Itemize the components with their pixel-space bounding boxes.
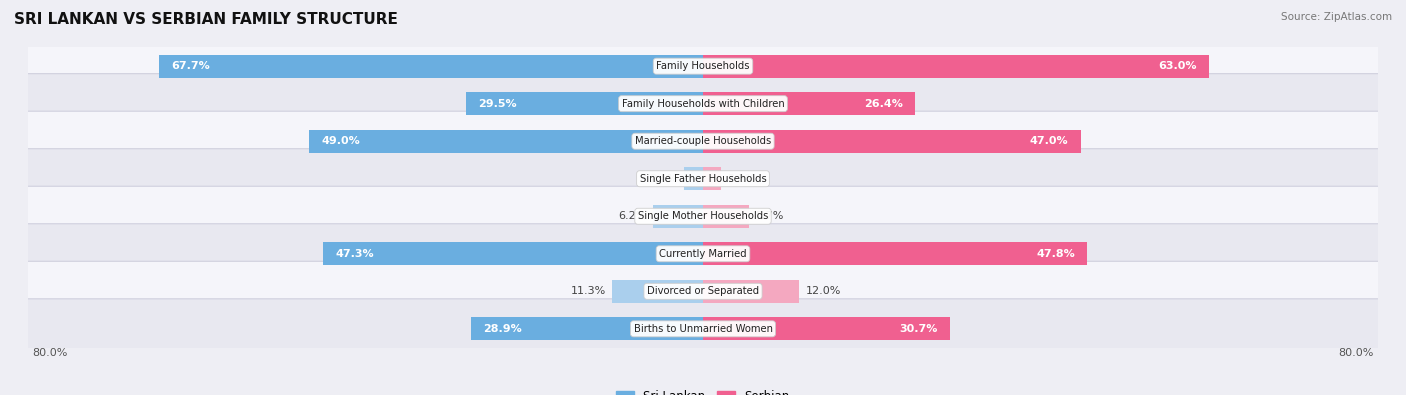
FancyBboxPatch shape	[18, 261, 1388, 322]
FancyBboxPatch shape	[18, 224, 1388, 284]
FancyBboxPatch shape	[18, 73, 1388, 134]
Text: Source: ZipAtlas.com: Source: ZipAtlas.com	[1281, 12, 1392, 22]
Text: 26.4%: 26.4%	[865, 99, 903, 109]
Text: 80.0%: 80.0%	[32, 348, 67, 357]
Text: Family Households with Children: Family Households with Children	[621, 99, 785, 109]
Bar	[309, 130, 703, 153]
Bar	[612, 280, 703, 303]
Text: 67.7%: 67.7%	[172, 61, 209, 71]
Bar	[703, 130, 1081, 153]
Bar	[683, 167, 703, 190]
Text: 5.7%: 5.7%	[755, 211, 783, 221]
Bar	[159, 55, 703, 78]
Bar	[703, 55, 1209, 78]
FancyBboxPatch shape	[18, 149, 1388, 209]
Text: 11.3%: 11.3%	[571, 286, 606, 296]
Text: 29.5%: 29.5%	[478, 99, 516, 109]
Text: 2.4%: 2.4%	[648, 174, 678, 184]
Text: 47.8%: 47.8%	[1036, 249, 1076, 259]
Bar	[703, 280, 800, 303]
Bar	[323, 242, 703, 265]
FancyBboxPatch shape	[18, 186, 1388, 246]
Text: Currently Married: Currently Married	[659, 249, 747, 259]
Bar	[703, 92, 915, 115]
Text: 2.2%: 2.2%	[727, 174, 755, 184]
Text: Single Mother Households: Single Mother Households	[638, 211, 768, 221]
Text: 63.0%: 63.0%	[1159, 61, 1197, 71]
Bar	[703, 242, 1087, 265]
Text: 28.9%: 28.9%	[482, 324, 522, 334]
Text: 47.3%: 47.3%	[335, 249, 374, 259]
Bar	[471, 317, 703, 340]
Text: 6.2%: 6.2%	[619, 211, 647, 221]
Text: Family Households: Family Households	[657, 61, 749, 71]
Text: 80.0%: 80.0%	[1339, 348, 1374, 357]
Legend: Sri Lankan, Serbian: Sri Lankan, Serbian	[612, 385, 794, 395]
Text: Births to Unmarried Women: Births to Unmarried Women	[634, 324, 772, 334]
FancyBboxPatch shape	[18, 111, 1388, 171]
Bar	[703, 205, 749, 228]
Bar	[703, 167, 721, 190]
Text: 47.0%: 47.0%	[1031, 136, 1069, 146]
Bar	[703, 317, 949, 340]
Text: Single Father Households: Single Father Households	[640, 174, 766, 184]
Bar	[654, 205, 703, 228]
Text: SRI LANKAN VS SERBIAN FAMILY STRUCTURE: SRI LANKAN VS SERBIAN FAMILY STRUCTURE	[14, 12, 398, 27]
Text: Married-couple Households: Married-couple Households	[636, 136, 770, 146]
Text: Divorced or Separated: Divorced or Separated	[647, 286, 759, 296]
Bar	[465, 92, 703, 115]
FancyBboxPatch shape	[18, 36, 1388, 96]
Text: 30.7%: 30.7%	[900, 324, 938, 334]
FancyBboxPatch shape	[18, 299, 1388, 359]
Text: 12.0%: 12.0%	[806, 286, 841, 296]
Text: 49.0%: 49.0%	[322, 136, 360, 146]
